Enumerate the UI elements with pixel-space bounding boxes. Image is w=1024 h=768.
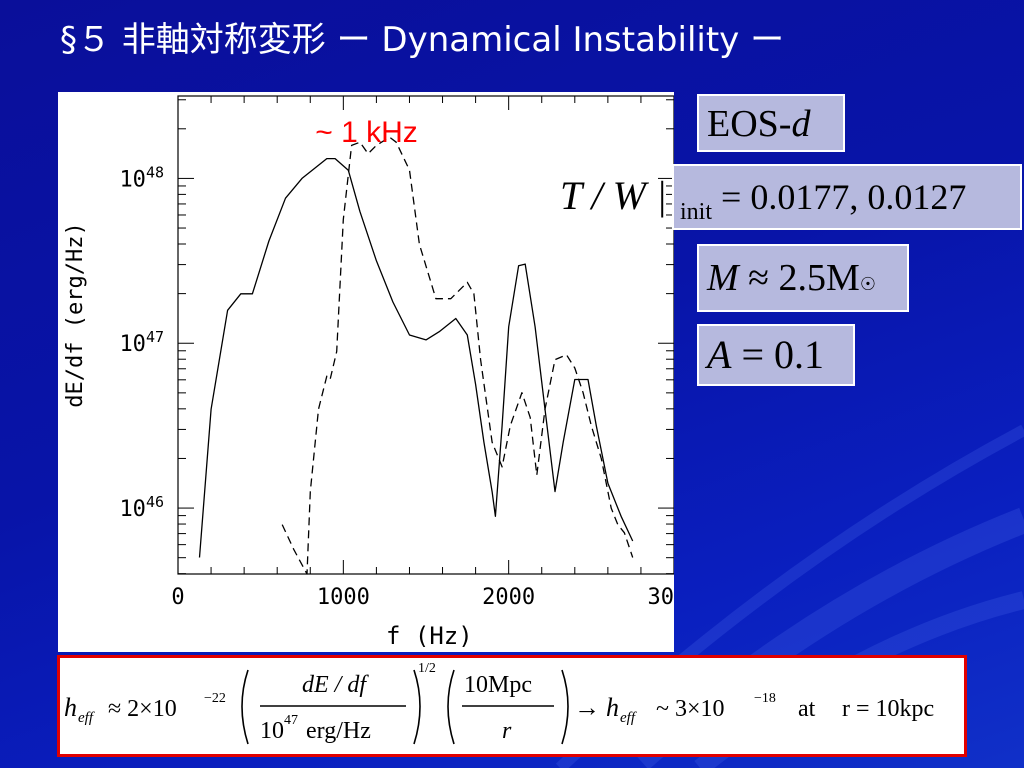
paren-open-1 <box>241 669 249 745</box>
amplitude-box: A = 0.1 <box>697 324 855 386</box>
plot-frame <box>177 95 674 575</box>
strain-formula: h eff ≈ 2×10 −22 dE / df 10 47 erg/Hz 1/… <box>57 655 967 757</box>
peak-annotation: ~ 1 kHz <box>315 116 418 149</box>
power: 1/2 <box>418 661 436 676</box>
x-tick-label: 1000 <box>317 585 370 610</box>
result-exp: −18 <box>754 691 776 706</box>
result-heff: h <box>606 693 619 722</box>
x-axis-label: f (Hz) <box>386 622 473 650</box>
frac2-den: r <box>502 718 512 744</box>
mass-lhs: M <box>707 257 739 299</box>
r-equals: r = 10kpc <box>842 696 934 722</box>
y-tick-label: 1047 <box>119 328 164 357</box>
arrow: → <box>574 693 600 722</box>
heff-sub: eff <box>78 710 95 726</box>
y-axis-label: dE/df (erg/Hz) <box>63 222 88 407</box>
approx-coeff: ≈ 2×10 <box>108 696 177 722</box>
approx-exp: −22 <box>204 691 226 706</box>
tw-lhs: T / W | <box>560 166 667 226</box>
spectrum-plot: 0 1000 2000 3000 1046 1047 1048 f (Hz) dE/df (er… <box>58 92 674 652</box>
x-tick-label: 0 <box>171 585 184 610</box>
y-tick-label: 1048 <box>119 163 164 192</box>
x-tick-label: 2000 <box>482 585 535 610</box>
frac1-den-base: 10 <box>260 718 284 744</box>
amp-rhs: = 0.1 <box>741 332 824 377</box>
solar-symbol: ☉ <box>859 274 876 294</box>
x-tick-label: 3000 <box>648 585 674 610</box>
eos-text: EOS- <box>707 103 792 145</box>
frac1-den-unit: erg/Hz <box>306 718 371 744</box>
frac1-den-exp: 47 <box>284 713 298 728</box>
paren-close-1 <box>413 669 421 745</box>
result-value: ~ 3×10 <box>656 696 725 722</box>
frac1-num: dE / df <box>302 672 369 698</box>
spectrum-chart: 0 1000 2000 3000 1046 1047 1048 f (Hz) dE/df (er… <box>63 95 674 650</box>
y-tick-label: 1046 <box>119 493 164 522</box>
tw-lhs-text: T / W | <box>560 173 667 218</box>
slide-title: §５ 非軸対称変形 ー Dynamical Instability ー <box>60 20 785 60</box>
solid-series-line <box>198 157 634 558</box>
paren-close-2 <box>561 669 569 745</box>
eos-var: d <box>791 103 811 145</box>
mass-box: M ≈ 2.5M☉ <box>697 244 909 312</box>
dashed-series-line <box>281 136 634 575</box>
strain-formula-svg: h eff ≈ 2×10 −22 dE / df 10 47 erg/Hz 1/… <box>64 661 934 745</box>
amp-lhs: A <box>707 332 732 377</box>
at-text: at <box>798 696 816 722</box>
heff-symbol: h <box>64 693 77 722</box>
result-heff-sub: eff <box>620 710 637 726</box>
eos-label: EOS-d <box>697 94 845 152</box>
tw-sub: init <box>680 199 713 225</box>
mass-rhs: ≈ 2.5M <box>748 257 860 299</box>
frac2-num: 10Mpc <box>464 672 532 698</box>
tw-ratio-box: init = 0.0177, 0.0127 <box>672 164 1022 230</box>
paren-open-2 <box>447 669 455 745</box>
tw-rhs: = 0.0177, 0.0127 <box>721 177 967 217</box>
